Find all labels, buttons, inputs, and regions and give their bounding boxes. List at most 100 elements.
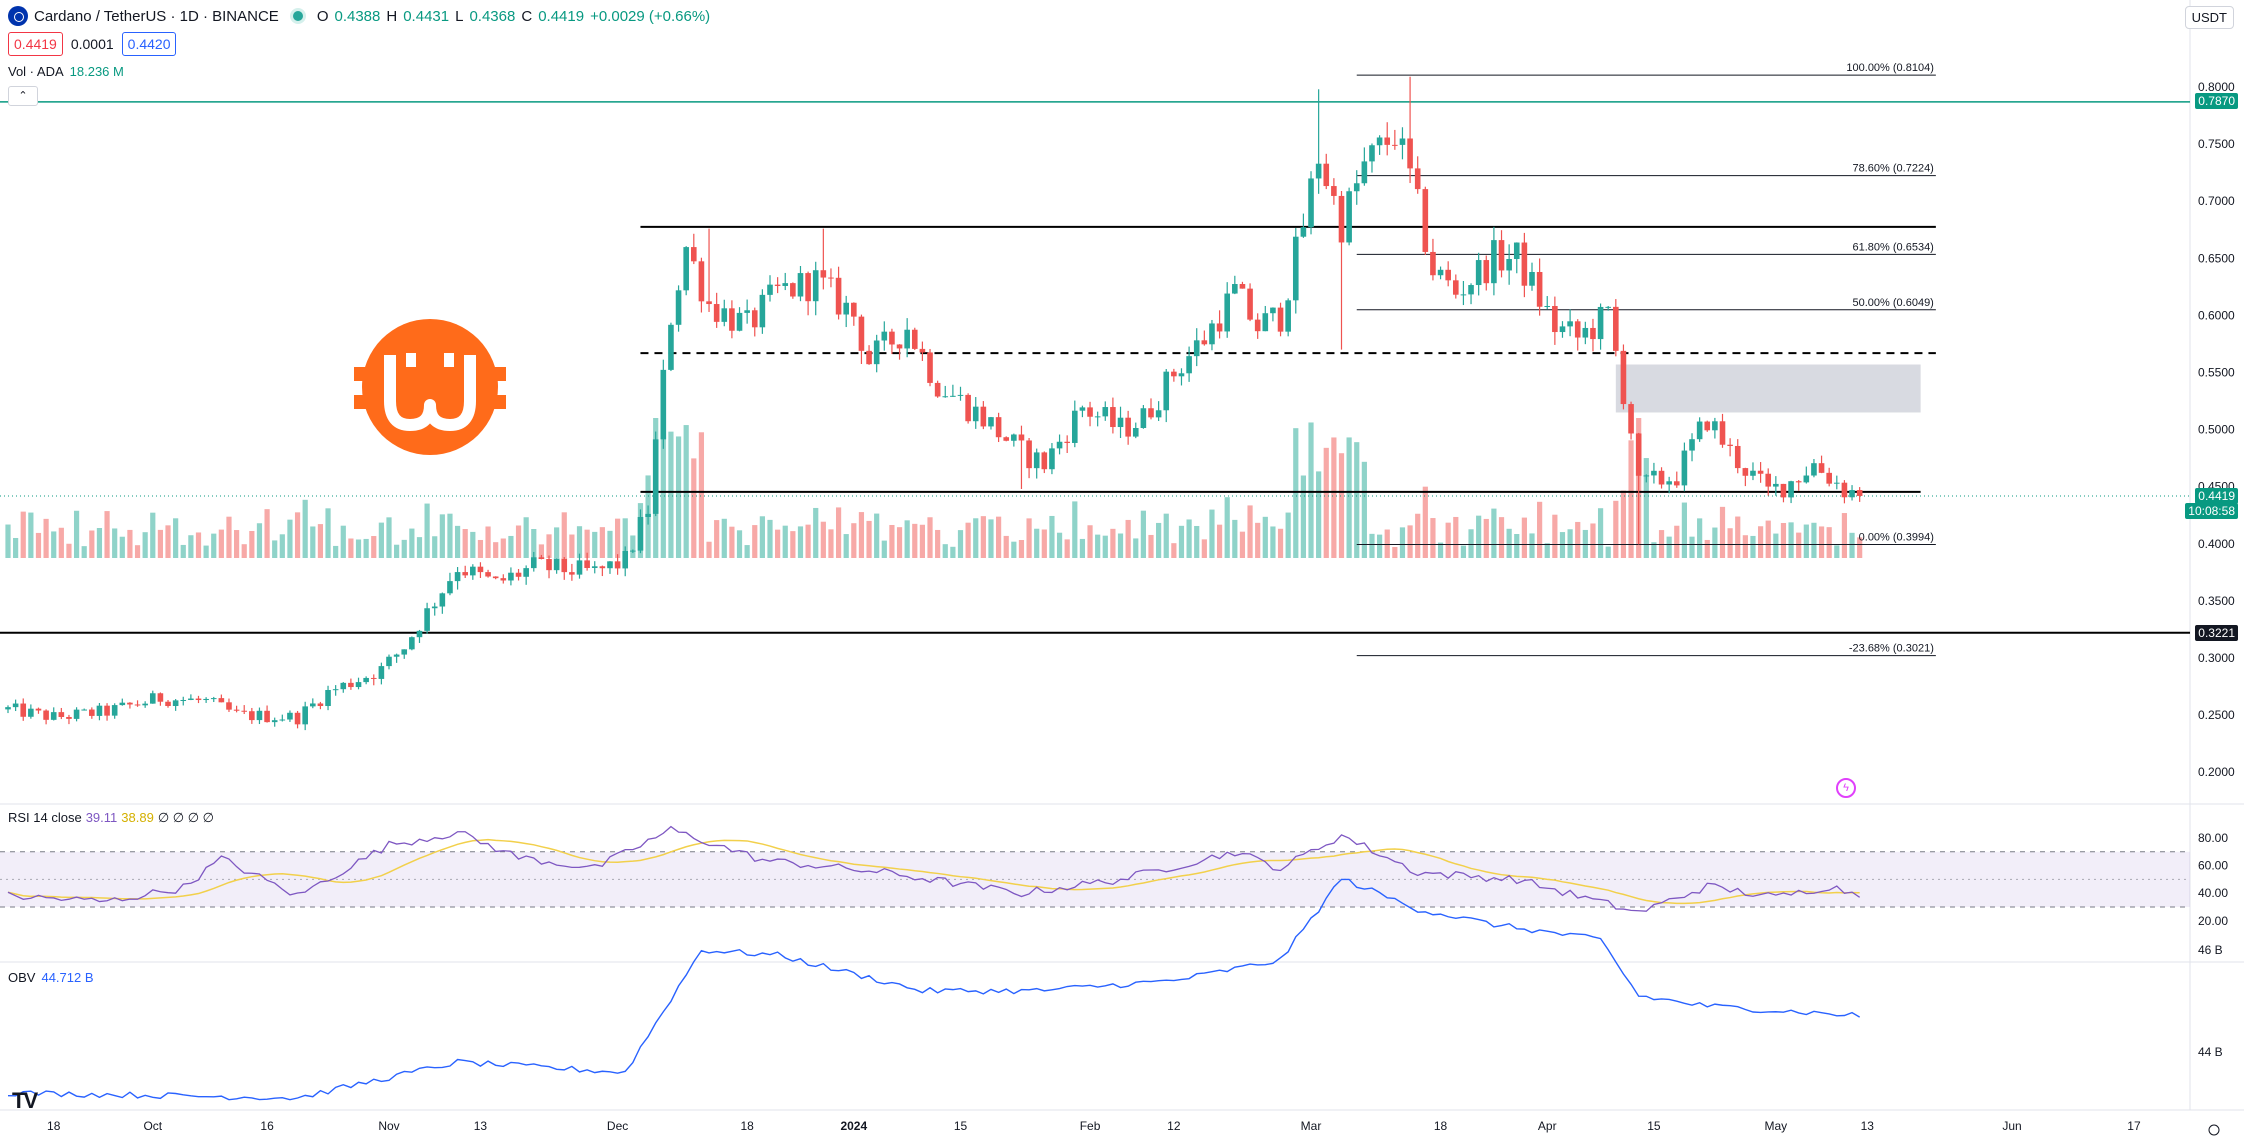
volume-bar bbox=[1529, 533, 1535, 558]
volume-bar bbox=[1377, 534, 1383, 558]
volume-bar bbox=[698, 432, 705, 558]
volume-bar bbox=[134, 545, 141, 558]
volume-bar bbox=[1018, 539, 1025, 558]
volume-bar bbox=[1415, 513, 1421, 558]
candle-body bbox=[858, 316, 865, 351]
volume-legend[interactable]: Vol · ADA 18.236 M bbox=[8, 64, 124, 79]
volume-bar bbox=[43, 518, 49, 558]
volume-bar bbox=[211, 533, 217, 558]
candle-body bbox=[188, 698, 194, 700]
candle-body bbox=[401, 649, 408, 655]
candle-body bbox=[35, 708, 42, 711]
time-axis-tick: Oct bbox=[143, 1119, 162, 1133]
volume-bar bbox=[1171, 543, 1177, 558]
candle-body bbox=[523, 568, 529, 577]
candle-body bbox=[1719, 421, 1726, 445]
candle-body bbox=[1247, 288, 1253, 320]
candle-body bbox=[249, 711, 255, 721]
candle-body bbox=[569, 572, 575, 575]
volume-bar bbox=[416, 537, 423, 558]
candle-body bbox=[127, 702, 133, 705]
volume-bar bbox=[508, 535, 514, 558]
volume-bar bbox=[287, 519, 293, 558]
candle-body bbox=[1026, 440, 1032, 469]
candle-body bbox=[1788, 481, 1794, 498]
volume-bar bbox=[249, 530, 255, 558]
rsi-extra: ∅ ∅ ∅ ∅ bbox=[157, 810, 214, 825]
volume-bar bbox=[203, 545, 209, 558]
volume-bar bbox=[1567, 529, 1573, 558]
volume-bar bbox=[1049, 515, 1055, 558]
obv-legend[interactable]: OBV 44.712 B bbox=[8, 970, 94, 985]
flash-icon[interactable]: ϟ bbox=[1836, 778, 1856, 798]
candle-body bbox=[1635, 433, 1642, 476]
candle-body bbox=[1673, 481, 1680, 486]
candle-body bbox=[1841, 482, 1848, 498]
candle-body bbox=[165, 701, 171, 707]
candle-body bbox=[1742, 468, 1749, 476]
time-axis-tick: Feb bbox=[1080, 1119, 1101, 1133]
currency-button[interactable]: USDT bbox=[2184, 6, 2234, 29]
candle-body bbox=[28, 708, 34, 717]
volume-bar bbox=[1285, 512, 1291, 558]
candle-body bbox=[1102, 407, 1109, 417]
candle-body bbox=[1712, 421, 1718, 431]
price-axis-tick: 0.2000 bbox=[2198, 765, 2235, 779]
volume-bar bbox=[1422, 486, 1428, 558]
candle-body bbox=[1331, 186, 1337, 196]
volume-bar bbox=[1331, 437, 1337, 558]
volume-bar bbox=[1262, 516, 1268, 558]
candle-body bbox=[1308, 178, 1314, 228]
rsi-value: 39.11 bbox=[85, 810, 118, 825]
volume-bar bbox=[1407, 525, 1413, 558]
candle-body bbox=[1384, 137, 1391, 145]
candle-body bbox=[820, 270, 827, 278]
candle-body bbox=[431, 606, 438, 609]
rsi-ma-line bbox=[7, 838, 1860, 905]
volume-bar bbox=[523, 517, 529, 558]
volume-bar bbox=[1483, 518, 1489, 558]
candle-body bbox=[1856, 490, 1863, 496]
candle-body bbox=[1254, 319, 1261, 332]
tradingview-logo-icon[interactable]: TV bbox=[12, 1088, 38, 1113]
volume-bar bbox=[797, 526, 804, 558]
volume-bar bbox=[1796, 532, 1802, 558]
candle-body bbox=[1110, 407, 1116, 428]
volume-bar bbox=[1369, 533, 1375, 558]
candle-body bbox=[1338, 195, 1345, 243]
candle-body bbox=[538, 557, 545, 560]
volume-bar bbox=[1277, 528, 1284, 558]
volume-bar bbox=[927, 517, 933, 558]
volume-bar bbox=[378, 522, 384, 558]
volume-bar bbox=[1674, 525, 1680, 558]
volume-bar bbox=[820, 521, 826, 558]
candle-body bbox=[751, 310, 758, 328]
close-value: 0.4419 bbox=[538, 7, 585, 25]
volume-bar bbox=[394, 544, 400, 558]
sell-button[interactable]: 0.4419 bbox=[8, 32, 63, 56]
candle-body bbox=[386, 656, 392, 667]
collapse-legend-button[interactable]: ⌃ bbox=[8, 86, 38, 106]
candle-body bbox=[348, 682, 354, 688]
rsi-axis-tick: 60.00 bbox=[2198, 859, 2228, 873]
symbol-title[interactable]: Cardano / TetherUS · 1D · BINANCE bbox=[34, 7, 279, 25]
candle-body bbox=[835, 277, 842, 315]
candle-body bbox=[454, 572, 461, 582]
time-axis-tick: 16 bbox=[260, 1119, 274, 1133]
volume-bar bbox=[744, 545, 750, 558]
volume-bar bbox=[1003, 535, 1009, 558]
buy-button[interactable]: 0.4420 bbox=[121, 32, 177, 56]
volume-bar bbox=[965, 522, 971, 558]
candle-body bbox=[995, 417, 1002, 438]
volume-bar bbox=[691, 458, 697, 558]
candle-body bbox=[530, 557, 537, 569]
volume-bar bbox=[615, 518, 621, 558]
volume-bar bbox=[462, 529, 468, 558]
volume-bar bbox=[325, 508, 331, 558]
volume-bar bbox=[371, 536, 377, 558]
rsi-legend[interactable]: RSI 14 close 39.11 38.89 ∅ ∅ ∅ ∅ bbox=[8, 810, 214, 826]
candle-body bbox=[1521, 242, 1528, 286]
candle-body bbox=[492, 576, 499, 579]
candle-body bbox=[477, 566, 484, 573]
